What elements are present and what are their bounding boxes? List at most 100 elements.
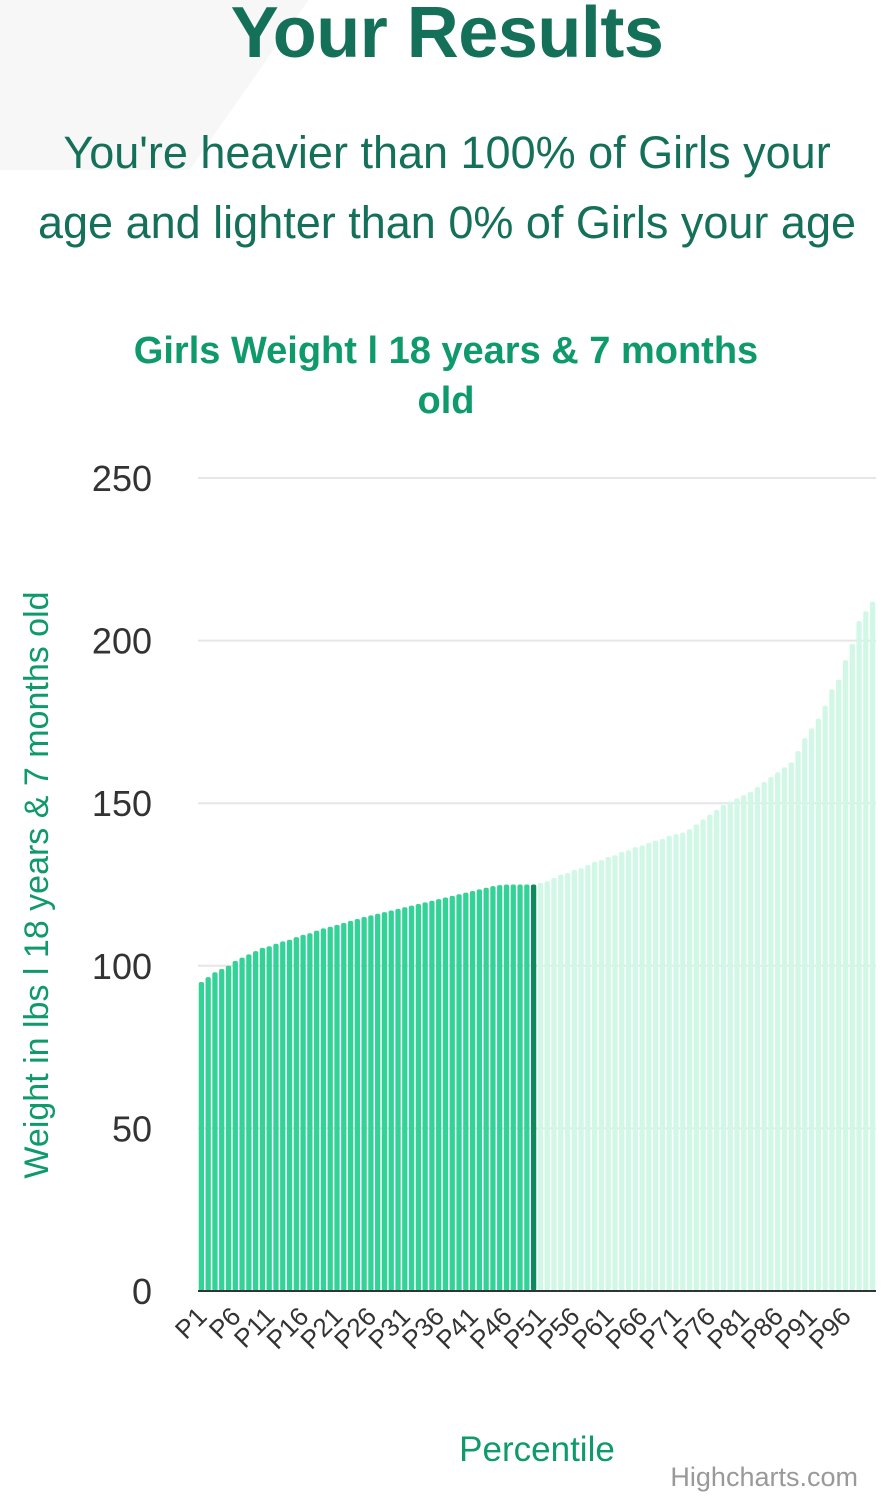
bar-p10[interactable] (259, 947, 266, 1291)
bar-p98[interactable] (856, 621, 862, 1291)
bar-p67[interactable] (646, 842, 652, 1291)
bar-p73[interactable] (686, 829, 693, 1291)
bar-p74[interactable] (693, 824, 699, 1291)
bar-p58[interactable] (585, 864, 591, 1291)
bar-p5[interactable] (225, 965, 232, 1291)
bar-p27[interactable] (375, 913, 381, 1291)
bar-p96[interactable] (842, 660, 849, 1291)
bar-p90[interactable] (802, 738, 808, 1291)
bar-p19[interactable] (320, 928, 327, 1291)
bar-p83[interactable] (754, 786, 760, 1291)
bar-p4[interactable] (219, 969, 225, 1291)
bar-p39[interactable] (456, 894, 462, 1291)
bar-p72[interactable] (680, 832, 686, 1291)
bar-p65[interactable] (632, 847, 638, 1291)
bar-p36[interactable] (436, 899, 442, 1291)
bar-p3[interactable] (212, 972, 218, 1291)
bar-p81[interactable] (741, 795, 747, 1291)
bar-p51[interactable] (537, 882, 544, 1291)
bar-p64[interactable] (625, 850, 632, 1291)
bar-p93[interactable] (822, 705, 828, 1291)
bar-p1[interactable] (198, 982, 205, 1291)
bar-p71[interactable] (673, 834, 679, 1291)
bar-p23[interactable] (347, 920, 354, 1291)
bar-p47[interactable] (510, 884, 516, 1292)
bar-p2[interactable] (205, 977, 211, 1291)
bar-p29[interactable] (388, 910, 394, 1291)
bar-p30[interactable] (395, 908, 401, 1291)
bar-p84[interactable] (761, 782, 767, 1291)
bar-p32[interactable] (408, 905, 415, 1291)
bar-p14[interactable] (286, 939, 293, 1291)
bar-p79[interactable] (727, 801, 733, 1291)
bar-p94[interactable] (829, 689, 835, 1291)
bar-p38[interactable] (449, 895, 455, 1291)
bar-p40[interactable] (463, 892, 469, 1291)
bar-p12[interactable] (273, 943, 279, 1291)
bar-p43[interactable] (483, 887, 489, 1291)
bar-p24[interactable] (354, 918, 360, 1291)
bar-p53[interactable] (551, 878, 557, 1291)
bar-p49[interactable] (524, 884, 530, 1292)
bar-p88[interactable] (788, 762, 794, 1291)
bar-p6[interactable] (232, 960, 238, 1291)
bar-p63[interactable] (619, 851, 625, 1291)
bar-p50[interactable] (530, 884, 537, 1292)
bar-p55[interactable] (564, 873, 571, 1291)
bar-p92[interactable] (815, 718, 822, 1291)
bar-p13[interactable] (280, 941, 286, 1291)
bar-p17[interactable] (307, 933, 313, 1291)
bar-p35[interactable] (429, 900, 435, 1291)
bar-p8[interactable] (246, 954, 252, 1291)
bar-p68[interactable] (653, 840, 659, 1291)
bar-p66[interactable] (639, 845, 645, 1291)
bar-p7[interactable] (239, 957, 245, 1291)
bar-p57[interactable] (578, 868, 584, 1291)
bar-p69[interactable] (659, 838, 666, 1291)
bar-p45[interactable] (497, 885, 503, 1291)
bar-p85[interactable] (768, 777, 774, 1291)
highcharts-credits-link[interactable]: Highcharts.com (670, 1462, 858, 1492)
bar-p70[interactable] (666, 835, 672, 1291)
bar-p18[interactable] (314, 930, 320, 1291)
bar-p99[interactable] (863, 611, 869, 1291)
bar-p95[interactable] (836, 679, 842, 1291)
bar-p41[interactable] (469, 891, 476, 1291)
bar-p11[interactable] (266, 946, 272, 1291)
bar-p75[interactable] (700, 819, 706, 1291)
bar-p37[interactable] (442, 897, 449, 1291)
bar-p26[interactable] (368, 915, 374, 1291)
bar-p15[interactable] (293, 937, 299, 1291)
bar-p91[interactable] (808, 728, 815, 1291)
bar-p86[interactable] (775, 772, 781, 1291)
bar-p56[interactable] (571, 869, 577, 1291)
bar-p82[interactable] (747, 791, 754, 1291)
bar-p87[interactable] (781, 767, 788, 1291)
bar-p44[interactable] (490, 886, 496, 1291)
bar-p77[interactable] (714, 809, 720, 1291)
bar-p62[interactable] (612, 855, 618, 1291)
bar-p60[interactable] (598, 860, 605, 1291)
bar-p46[interactable] (503, 884, 510, 1292)
bar-p78[interactable] (720, 804, 727, 1291)
bar-p48[interactable] (517, 884, 523, 1292)
bar-p89[interactable] (795, 751, 801, 1291)
bar-p22[interactable] (341, 922, 347, 1291)
bar-p59[interactable] (591, 861, 598, 1291)
bar-p42[interactable] (476, 889, 483, 1291)
bar-p21[interactable] (334, 924, 340, 1291)
bar-p76[interactable] (707, 814, 713, 1291)
bar-p16[interactable] (300, 934, 306, 1291)
bar-p97[interactable] (849, 643, 855, 1291)
bar-p61[interactable] (605, 856, 611, 1291)
bar-p28[interactable] (381, 912, 388, 1291)
bar-p54[interactable] (558, 874, 564, 1291)
bar-p25[interactable] (361, 917, 367, 1291)
bar-p100[interactable] (869, 601, 876, 1291)
bar-p31[interactable] (402, 907, 408, 1291)
bar-p34[interactable] (422, 902, 428, 1291)
bar-p33[interactable] (415, 904, 421, 1291)
bar-p52[interactable] (544, 881, 550, 1291)
bar-p9[interactable] (252, 951, 259, 1291)
bar-p80[interactable] (734, 798, 740, 1291)
